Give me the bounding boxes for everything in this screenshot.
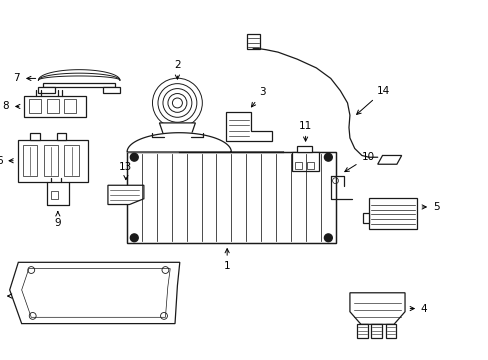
Text: 4: 4 bbox=[409, 303, 427, 314]
Polygon shape bbox=[377, 156, 401, 164]
Polygon shape bbox=[385, 324, 396, 338]
Polygon shape bbox=[127, 152, 335, 243]
Polygon shape bbox=[127, 133, 283, 152]
Polygon shape bbox=[103, 87, 120, 94]
Polygon shape bbox=[297, 146, 311, 152]
Text: 5: 5 bbox=[421, 202, 439, 212]
Text: 13: 13 bbox=[119, 162, 132, 180]
Circle shape bbox=[130, 234, 138, 242]
Text: 10: 10 bbox=[344, 152, 374, 172]
Polygon shape bbox=[43, 83, 115, 87]
Circle shape bbox=[324, 153, 332, 161]
Polygon shape bbox=[371, 324, 381, 338]
Polygon shape bbox=[349, 293, 404, 324]
Polygon shape bbox=[226, 112, 271, 141]
Polygon shape bbox=[24, 96, 86, 117]
Polygon shape bbox=[368, 198, 416, 229]
Polygon shape bbox=[57, 133, 66, 140]
Polygon shape bbox=[292, 152, 318, 171]
Polygon shape bbox=[108, 185, 143, 204]
Text: 7: 7 bbox=[14, 73, 36, 84]
Polygon shape bbox=[159, 123, 195, 137]
Circle shape bbox=[130, 153, 138, 161]
Text: 3: 3 bbox=[251, 87, 265, 107]
Polygon shape bbox=[356, 324, 367, 338]
Circle shape bbox=[324, 234, 332, 242]
Polygon shape bbox=[10, 262, 180, 324]
Polygon shape bbox=[363, 213, 368, 223]
Polygon shape bbox=[246, 34, 260, 49]
Text: 12: 12 bbox=[0, 291, 12, 301]
Polygon shape bbox=[39, 87, 55, 94]
Text: 14: 14 bbox=[356, 86, 389, 114]
Text: 1: 1 bbox=[224, 249, 230, 271]
Text: 2: 2 bbox=[174, 60, 181, 79]
Text: 8: 8 bbox=[2, 102, 20, 112]
Text: 6: 6 bbox=[0, 156, 13, 166]
Text: 11: 11 bbox=[298, 121, 311, 141]
Polygon shape bbox=[18, 140, 88, 182]
Text: 9: 9 bbox=[55, 212, 61, 228]
Polygon shape bbox=[30, 133, 40, 140]
